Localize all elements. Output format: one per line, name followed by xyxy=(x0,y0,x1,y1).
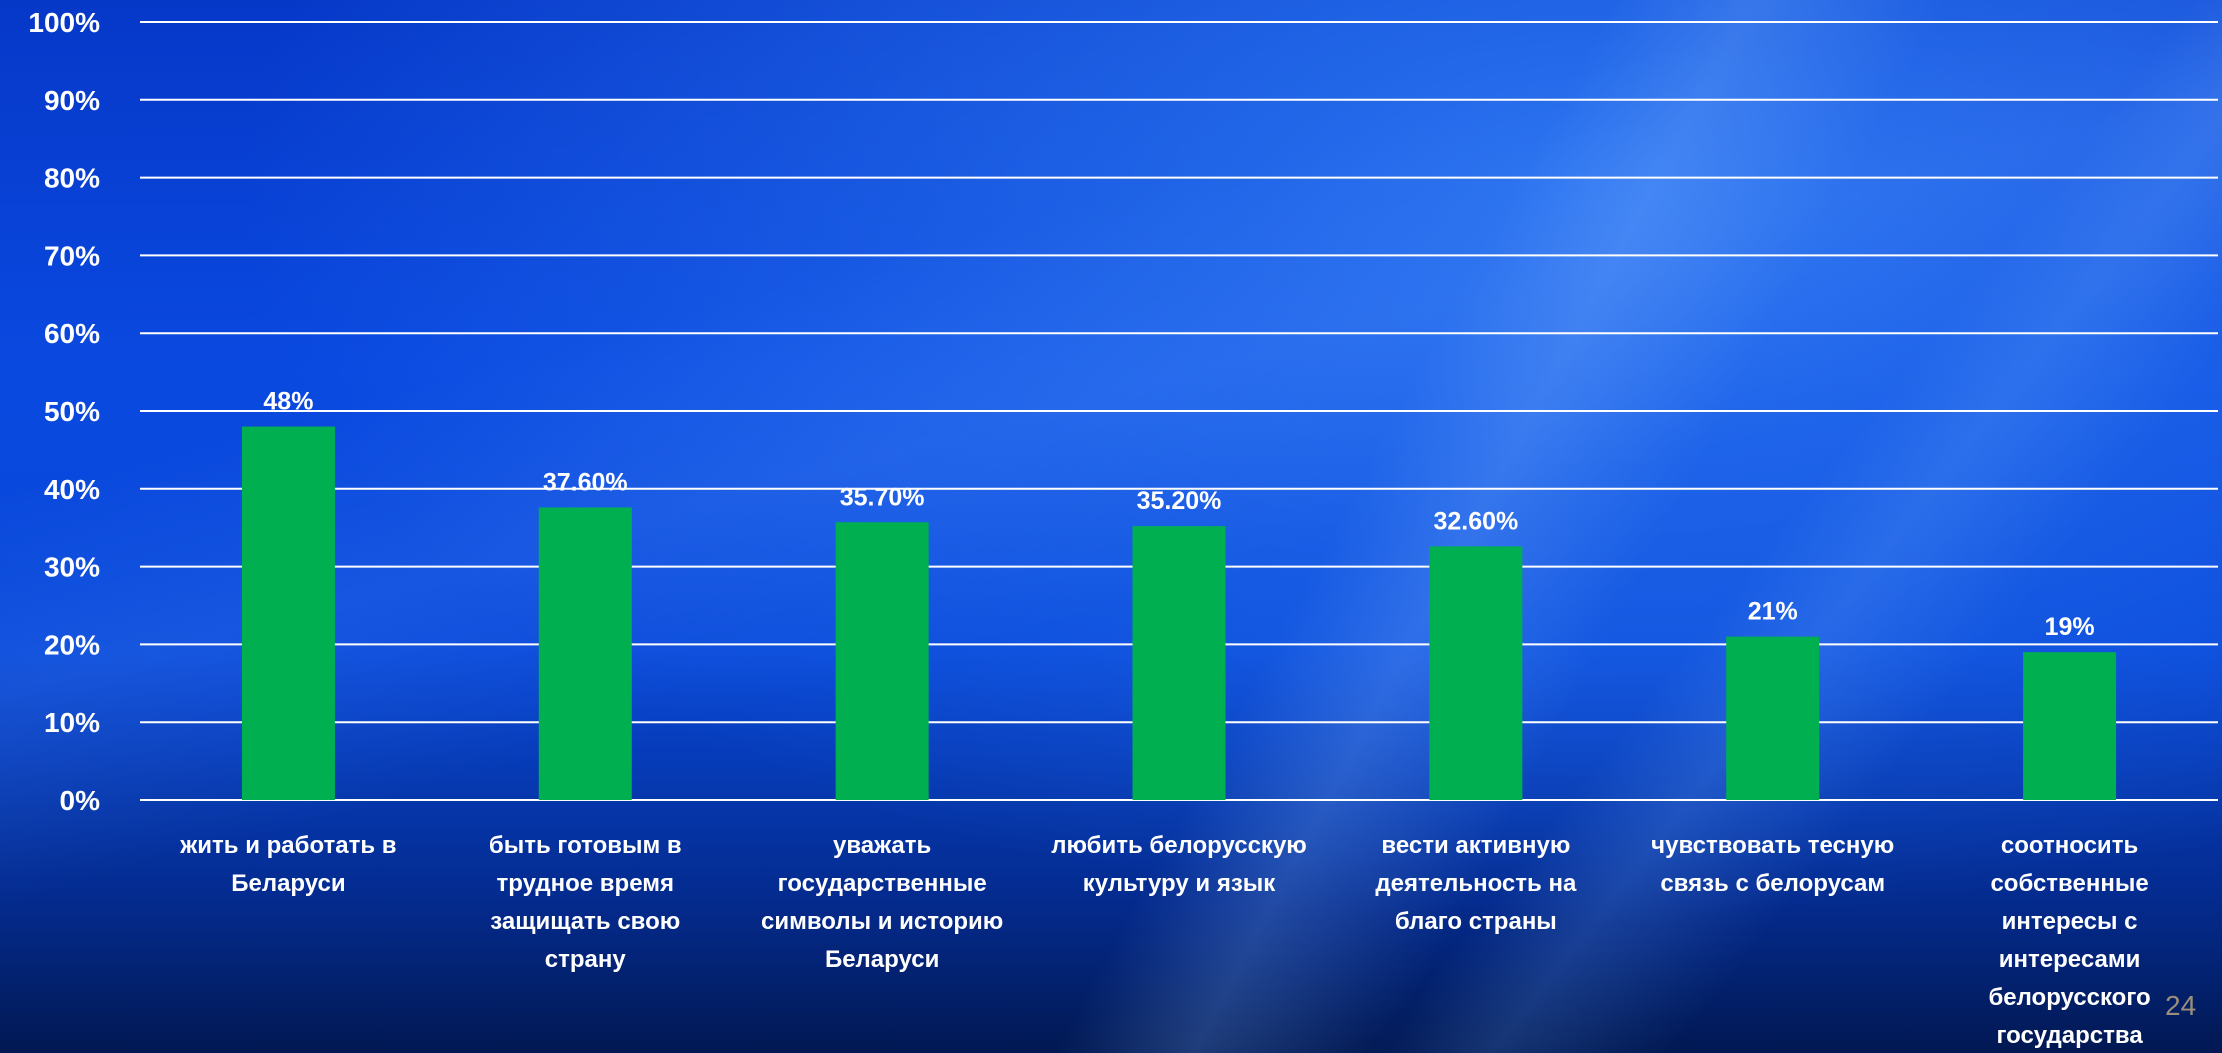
y-tick-label: 60% xyxy=(44,318,100,349)
y-tick-label: 0% xyxy=(60,785,101,816)
bar xyxy=(1726,636,1820,800)
y-tick-label: 50% xyxy=(44,396,100,427)
y-tick-label: 40% xyxy=(44,474,100,505)
category-label: быть готовым в трудное время защищать свою… xyxy=(489,832,682,973)
y-axis-ticks: 0% 10% 20% 30% 40% 50% 60% 70% 80% 90% 100% xyxy=(28,7,100,816)
category-label: жить и работать в Беларуси xyxy=(179,832,396,897)
y-tick-label: 70% xyxy=(44,240,100,271)
category-label: соотносить собственные интересы с интересам… xyxy=(1988,832,2150,1049)
data-label: 35.20% xyxy=(1137,487,1222,515)
y-tick-label: 30% xyxy=(44,552,100,583)
bar xyxy=(835,522,929,800)
category-label: любить белорусскую культуру и язык xyxy=(1051,832,1307,897)
bar xyxy=(241,426,335,800)
data-label: 21% xyxy=(1748,598,1798,626)
bar xyxy=(2023,652,2117,800)
bar xyxy=(1132,526,1226,800)
data-label: 48% xyxy=(263,388,313,416)
category-label: вести активную деятельность на благо стран… xyxy=(1375,832,1577,935)
data-label: 19% xyxy=(2045,613,2095,641)
category-label: уважать государственные символы и историю Б… xyxy=(761,832,1003,973)
data-labels: 48% 37.60% 35.70% 35.20% 32.60% 21% 19% xyxy=(263,388,2094,642)
y-tick-label: 10% xyxy=(44,707,100,738)
gridlines xyxy=(140,21,2218,801)
y-tick-label: 100% xyxy=(28,7,100,38)
data-label: 37.60% xyxy=(543,468,628,496)
y-tick-label: 90% xyxy=(44,85,100,116)
y-tick-label: 80% xyxy=(44,163,100,194)
bars xyxy=(241,426,2117,800)
category-label: чувствовать тесную связь с белорусам xyxy=(1651,832,1894,897)
data-label: 32.60% xyxy=(1433,507,1518,535)
data-label: 35.70% xyxy=(840,483,925,511)
page-number: 24 xyxy=(2165,990,2197,1021)
y-tick-label: 20% xyxy=(44,629,100,660)
bar xyxy=(538,507,632,800)
bar xyxy=(1429,546,1523,800)
